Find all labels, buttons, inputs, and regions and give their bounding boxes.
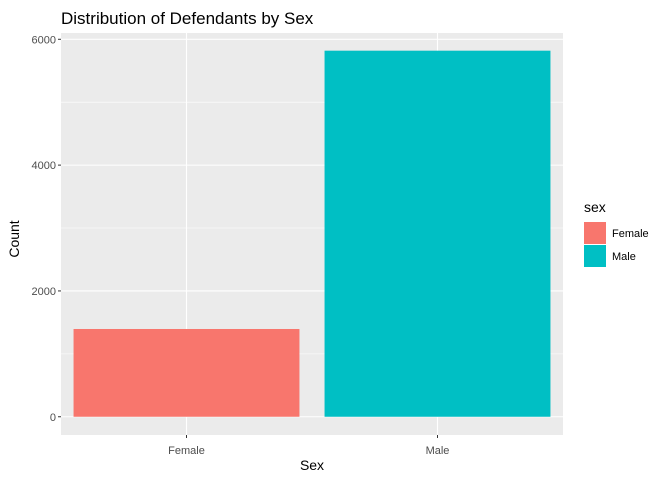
bar-female xyxy=(73,328,300,417)
x-tick-label: Female xyxy=(168,445,205,457)
x-tick-label: Male xyxy=(426,445,450,457)
x-axis: Female Male xyxy=(168,435,449,457)
y-tick-label: 2000 xyxy=(32,286,56,298)
bar-male xyxy=(324,50,551,417)
y-axis-title: Count xyxy=(6,220,22,257)
legend-key-female xyxy=(584,222,606,244)
y-tick-label: 0 xyxy=(50,412,56,424)
x-axis-title: Sex xyxy=(300,457,324,473)
bars xyxy=(73,50,551,417)
legend-title: sex xyxy=(584,199,606,215)
y-axis: 0 2000 4000 6000 xyxy=(32,34,61,424)
legend-label-female: Female xyxy=(612,228,649,240)
y-tick-label: 6000 xyxy=(32,34,56,46)
chart-title: Distribution of Defendants by Sex xyxy=(61,9,314,28)
legend-label-male: Male xyxy=(612,251,636,263)
y-tick-label: 4000 xyxy=(32,160,56,172)
legend-key-male xyxy=(584,245,606,267)
legend: sex Female Male xyxy=(584,199,649,267)
